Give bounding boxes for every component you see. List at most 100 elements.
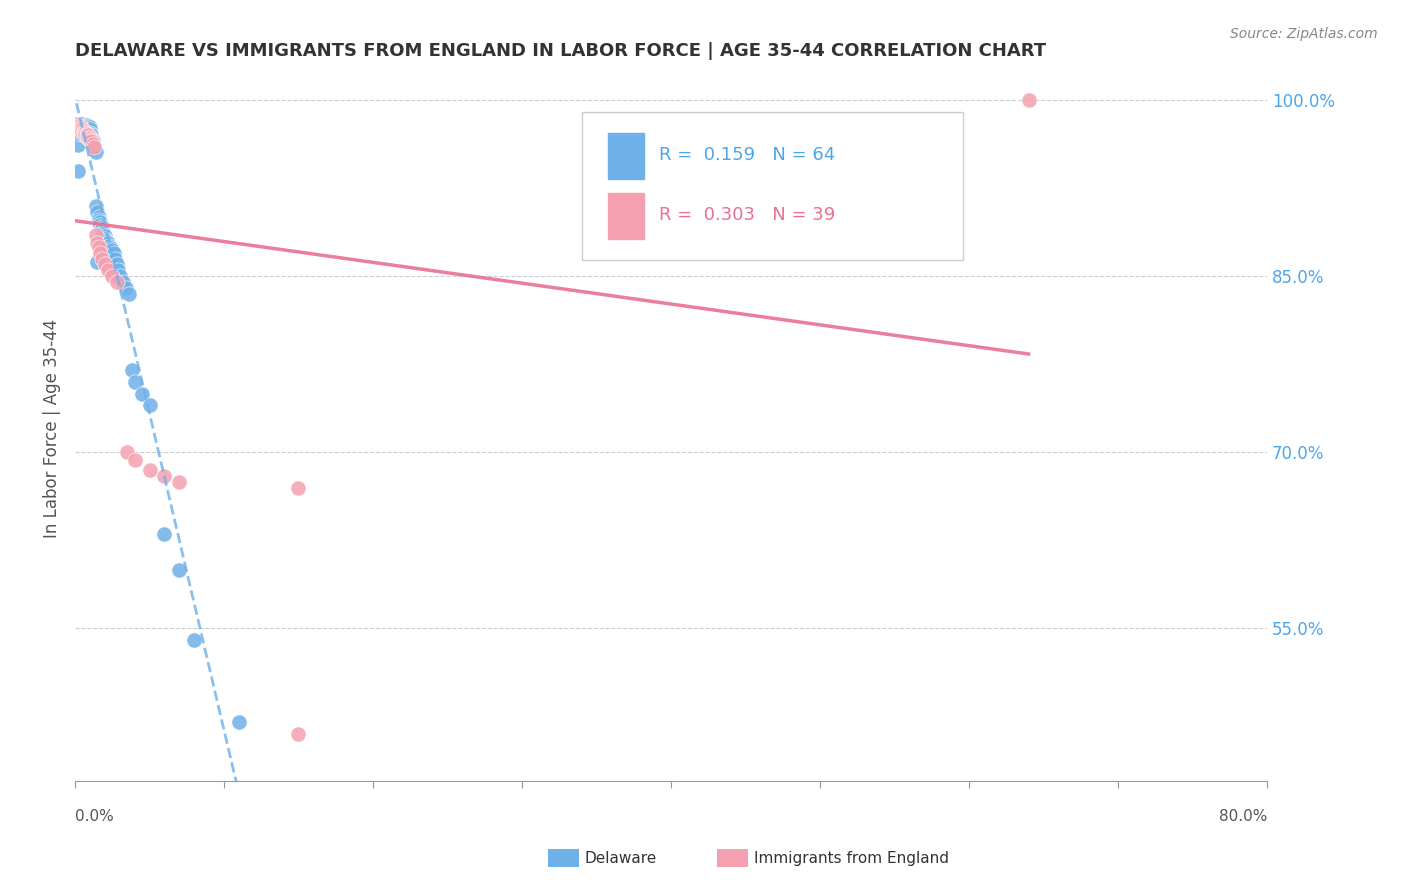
Point <box>66 118 89 132</box>
Point <box>138 398 160 412</box>
Point <box>94 231 117 245</box>
Point <box>77 119 100 133</box>
Text: Source: ZipAtlas.com: Source: ZipAtlas.com <box>1230 27 1378 41</box>
Point <box>75 128 97 143</box>
Y-axis label: In Labor Force | Age 35-44: In Labor Force | Age 35-44 <box>44 319 60 539</box>
Point <box>153 527 176 541</box>
Point <box>73 123 96 137</box>
Point <box>90 222 112 236</box>
Point <box>75 119 97 133</box>
Point <box>75 126 97 140</box>
Bar <box>607 133 644 178</box>
Point <box>83 140 105 154</box>
Point <box>86 236 108 251</box>
Point <box>76 118 98 132</box>
Point <box>75 126 97 140</box>
Point <box>72 117 94 131</box>
Point <box>108 269 131 284</box>
Point <box>101 269 124 284</box>
Point <box>121 363 143 377</box>
Point <box>90 252 112 266</box>
Point <box>77 128 100 143</box>
Text: R =  0.159   N = 64: R = 0.159 N = 64 <box>659 146 835 164</box>
Point <box>91 227 114 241</box>
Point <box>65 119 87 133</box>
Point <box>84 145 107 159</box>
Point <box>80 130 103 145</box>
Bar <box>607 193 644 238</box>
Point <box>82 136 104 151</box>
Point <box>76 122 98 136</box>
Point <box>86 255 108 269</box>
Point <box>153 468 176 483</box>
Point <box>94 229 117 244</box>
Point <box>76 129 98 144</box>
Point <box>98 238 121 252</box>
Point <box>80 134 103 148</box>
Point <box>69 117 91 131</box>
Point <box>72 125 94 139</box>
Point <box>287 727 309 741</box>
Point <box>100 241 122 255</box>
Point <box>86 204 108 219</box>
Point <box>89 218 111 232</box>
Point <box>70 122 93 136</box>
Point <box>101 244 124 258</box>
Point <box>115 445 138 459</box>
Point <box>107 263 129 277</box>
Point <box>97 236 120 251</box>
Point <box>77 130 100 145</box>
Point <box>169 475 191 489</box>
Point <box>94 257 117 271</box>
Point <box>72 122 94 136</box>
Point <box>69 119 91 133</box>
Point <box>79 133 101 147</box>
Text: R =  0.303   N = 39: R = 0.303 N = 39 <box>659 206 835 225</box>
Point <box>70 122 93 136</box>
Text: 80.0%: 80.0% <box>1219 809 1267 824</box>
Point <box>76 120 98 134</box>
Point <box>79 130 101 145</box>
Point <box>66 137 89 152</box>
Point <box>103 245 125 260</box>
Text: 0.0%: 0.0% <box>75 809 114 824</box>
Point <box>124 375 146 389</box>
Point <box>90 219 112 234</box>
Point <box>83 140 105 154</box>
Point <box>73 119 96 133</box>
Point <box>87 211 110 225</box>
Point <box>84 199 107 213</box>
Point <box>79 122 101 136</box>
Point <box>97 263 120 277</box>
Point <box>79 120 101 134</box>
Point <box>105 275 128 289</box>
Point <box>76 127 98 141</box>
Point <box>77 121 100 136</box>
Point <box>73 125 96 139</box>
Point <box>105 257 128 271</box>
Point <box>66 120 89 134</box>
Text: Immigrants from England: Immigrants from England <box>754 851 949 865</box>
Point <box>228 715 250 730</box>
Point <box>124 453 146 467</box>
Point <box>82 134 104 148</box>
Point <box>73 126 96 140</box>
Point <box>70 127 93 141</box>
Point <box>138 463 160 477</box>
Point <box>83 142 105 156</box>
Point <box>287 481 309 495</box>
Point <box>87 240 110 254</box>
Point <box>87 212 110 227</box>
Point <box>131 386 153 401</box>
Point <box>69 121 91 136</box>
Point <box>69 121 91 136</box>
Text: Delaware: Delaware <box>585 851 657 865</box>
Point <box>80 128 103 143</box>
Point <box>79 126 101 140</box>
Point <box>73 122 96 136</box>
Point <box>84 228 107 243</box>
Point <box>66 163 89 178</box>
Point <box>70 120 93 134</box>
Point <box>104 252 127 266</box>
Point <box>111 275 134 289</box>
